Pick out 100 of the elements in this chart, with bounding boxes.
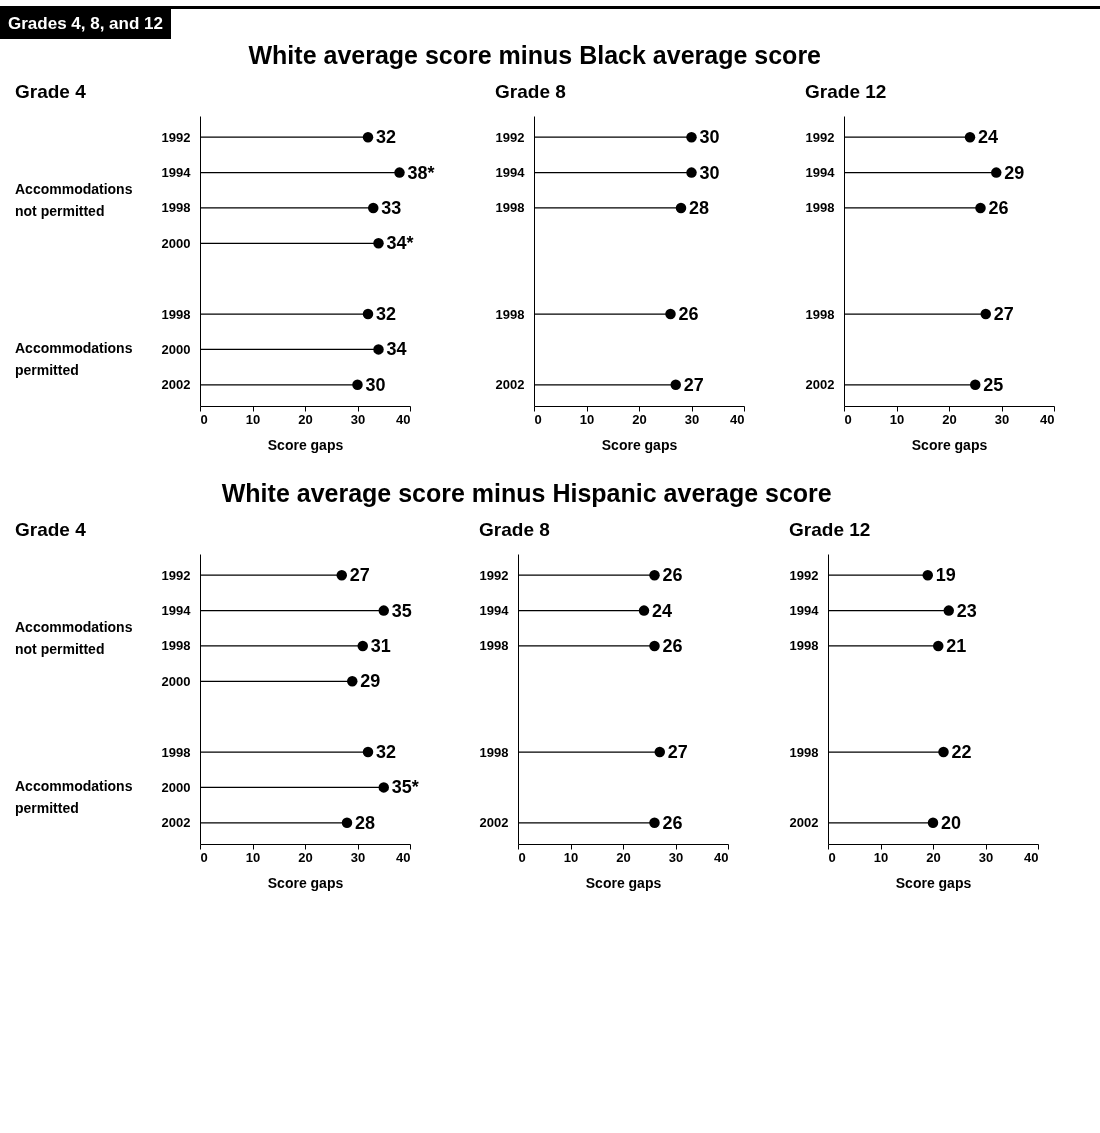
y-tick-label: 1998 — [479, 638, 509, 654]
x-tick-label: 10 — [245, 849, 261, 865]
y-tick-label: 1998 — [161, 638, 191, 654]
point — [362, 746, 374, 758]
point — [394, 167, 405, 178]
x-tick-label: 0 — [518, 849, 526, 865]
x-tick-label: 40 — [714, 849, 729, 865]
data-label: 27 — [667, 742, 688, 763]
point — [373, 238, 384, 249]
y-tick-label: 1994 — [161, 165, 192, 181]
text: Grades 4, 8, and 12 — [0, 9, 171, 39]
y-tick-label: 1998 — [805, 306, 835, 322]
point — [991, 167, 1002, 178]
y-tick-label: 2002 — [495, 377, 525, 393]
data-label: 26 — [678, 304, 699, 325]
x-axis-title: Score gaps — [911, 436, 988, 453]
y-tick-label: 2000 — [161, 341, 191, 357]
point — [964, 131, 976, 143]
point — [378, 782, 389, 793]
chart-title: Grade 12 — [805, 81, 887, 102]
x-tick-label: 30 — [350, 849, 366, 865]
y-tick-label: 1994 — [789, 603, 820, 619]
x-tick-label: 20 — [616, 849, 631, 865]
y-tick-label: 1994 — [479, 603, 510, 619]
point — [665, 308, 676, 320]
x-tick-label: 20 — [298, 411, 313, 427]
y-tick-label: 1992 — [161, 567, 191, 583]
point — [980, 308, 991, 320]
x-tick-label: 10 — [579, 411, 595, 427]
x-tick-label: 30 — [684, 411, 700, 427]
y-tick-label: 1994 — [495, 165, 526, 181]
data-label: 27 — [993, 304, 1014, 325]
x-tick-label: 0 — [828, 849, 836, 865]
y-tick-label: 1992 — [805, 129, 835, 145]
x-tick-label: 30 — [994, 411, 1010, 427]
data-label: 22 — [951, 742, 972, 763]
data-label: 26 — [662, 565, 683, 586]
point — [927, 817, 939, 829]
y-tick-label: 2000 — [161, 779, 191, 795]
data-label: 29 — [1004, 162, 1025, 183]
chart-title: Grade 4 — [15, 519, 87, 540]
y-tick-label: 2002 — [161, 815, 191, 831]
data-label: 34* — [386, 233, 414, 254]
data-label: 24 — [978, 127, 999, 148]
x-tick-label: 40 — [730, 411, 745, 427]
y-tick-label: 2002 — [789, 815, 819, 831]
point — [336, 569, 347, 581]
data-label: 21 — [946, 635, 967, 656]
data-label: 30 — [365, 374, 386, 395]
data-label: 34 — [386, 339, 407, 360]
y-tick-label: 1998 — [495, 200, 525, 216]
data-label: 38* — [407, 162, 435, 183]
x-tick-label: 10 — [873, 849, 889, 865]
y-tick-label: 1998 — [789, 638, 819, 654]
y-tick-label: 1992 — [161, 129, 191, 145]
text: Accommodations permitted — [15, 340, 133, 379]
y-tick-label: 1992 — [495, 129, 525, 145]
point — [352, 379, 363, 391]
x-tick-label: 0 — [844, 411, 852, 427]
point — [670, 379, 681, 391]
point — [922, 569, 933, 581]
point — [368, 202, 379, 214]
point — [938, 746, 949, 758]
data-label: 35* — [391, 777, 419, 798]
x-tick-label: 20 — [632, 411, 647, 427]
x-axis-title: Score gaps — [267, 874, 344, 891]
x-tick-label: 20 — [942, 411, 957, 427]
data-label: 28 — [689, 197, 710, 218]
data-label: 35 — [391, 600, 412, 621]
point — [943, 605, 954, 616]
text: Accommodations not permitted — [15, 619, 133, 658]
text: White average score minus Hispanic average score — [221, 479, 832, 507]
x-tick-label: 20 — [298, 849, 313, 865]
y-tick-label: 1998 — [161, 744, 191, 760]
y-tick-label: 1994 — [161, 603, 192, 619]
chart-title: Grade 8 — [479, 519, 550, 540]
y-tick-label: 2002 — [479, 815, 509, 831]
point — [686, 167, 697, 178]
y-tick-label: 1998 — [789, 744, 819, 760]
data-label: 32 — [376, 127, 397, 148]
data-label: 20 — [941, 812, 962, 833]
point — [341, 817, 353, 829]
y-tick-label: 1992 — [479, 567, 509, 583]
data-label: 23 — [956, 600, 977, 621]
x-tick-label: 40 — [396, 411, 411, 427]
data-label: 27 — [683, 374, 704, 395]
point — [362, 131, 374, 143]
text: Accommodations permitted — [15, 778, 133, 817]
point — [933, 640, 944, 652]
x-axis-title: Score gaps — [895, 874, 972, 891]
data-label: 29 — [360, 671, 381, 692]
text: White average score minus Black average score — [248, 41, 822, 69]
x-tick-label: 30 — [350, 411, 366, 427]
x-tick-label: 10 — [889, 411, 905, 427]
data-label: 19 — [935, 565, 956, 586]
data-label: 32 — [376, 304, 397, 325]
data-label: 25 — [983, 374, 1004, 395]
y-tick-label: 1998 — [161, 200, 191, 216]
data-label: 24 — [652, 600, 673, 621]
x-tick-label: 40 — [1024, 849, 1039, 865]
